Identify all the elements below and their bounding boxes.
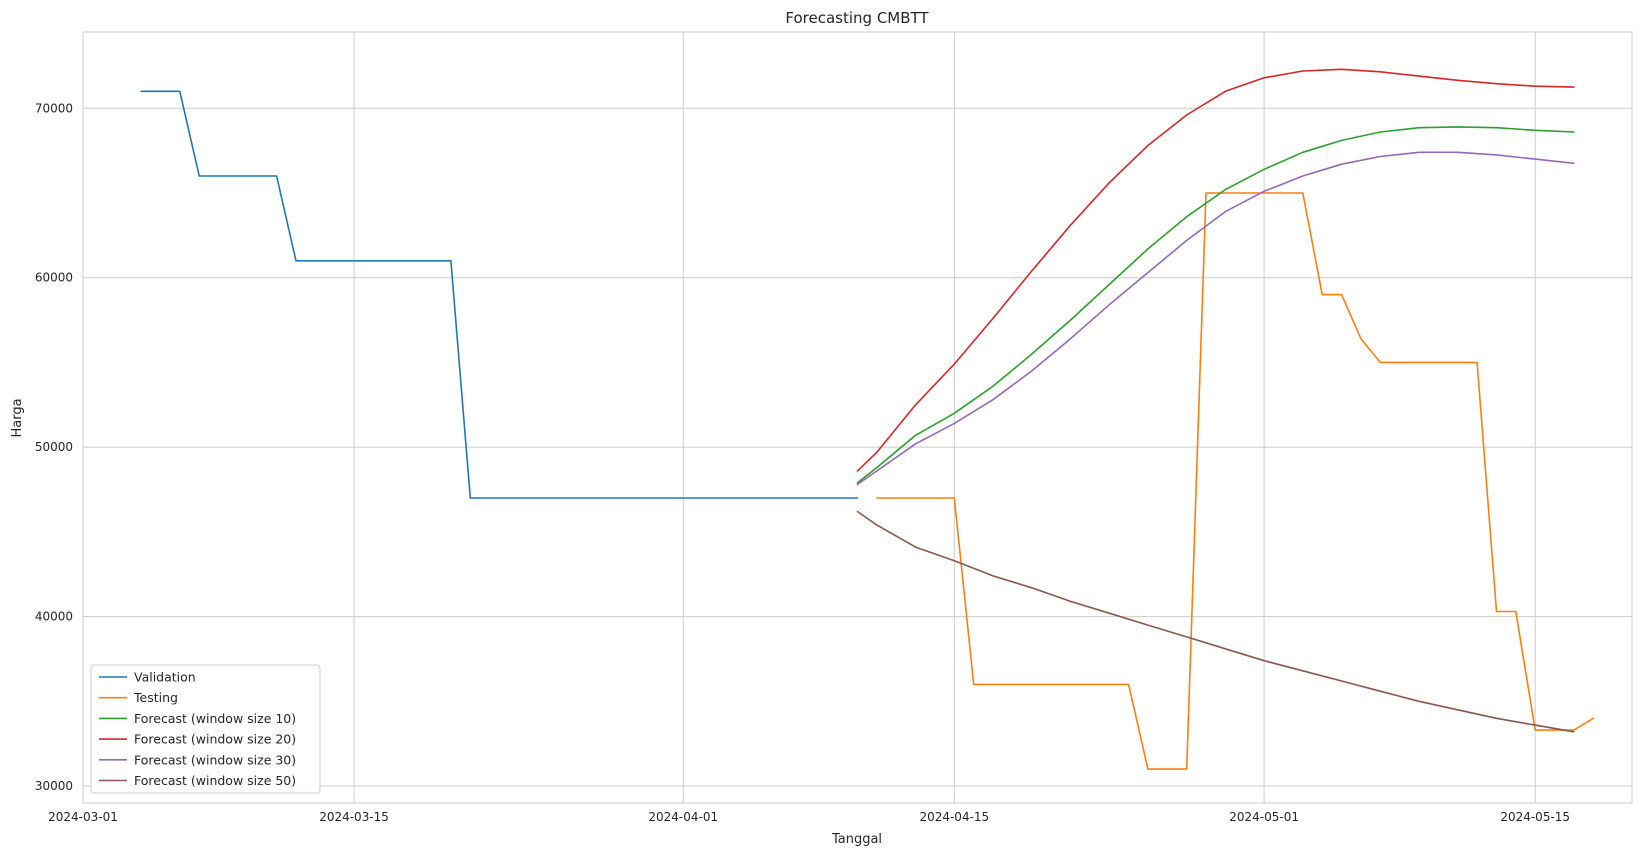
legend-label: Forecast (window size 50)	[134, 773, 296, 788]
x-tick-labels: 2024-03-01 2024-03-15 2024-04-01 2024-04-15…	[48, 810, 1570, 824]
x-tick-label: 2024-04-01	[648, 810, 718, 824]
y-axis-label: Harga	[10, 398, 25, 437]
plot-frame	[82, 31, 1633, 804]
legend: Validation Testing Forecast (window size 1…	[90, 664, 321, 794]
x-tick-label: 2024-04-15	[919, 810, 989, 824]
legend-label: Forecast (window size 20)	[134, 732, 296, 747]
series-layer	[140, 68, 1595, 770]
series-line-1	[876, 192, 1595, 770]
y-tick-label: 30000	[35, 779, 73, 793]
series-line-4	[856, 151, 1575, 486]
series-line-5	[856, 510, 1575, 733]
legend-label: Testing	[133, 690, 178, 705]
y-tick-label: 40000	[35, 610, 73, 624]
chart-title: Forecasting CMBTT	[785, 9, 929, 27]
x-axis-label: Tanggal	[831, 832, 882, 847]
x-tick-label: 2024-05-01	[1229, 810, 1299, 824]
y-tick-label: 60000	[35, 271, 73, 285]
plot-area	[83, 32, 1632, 803]
series-line-0	[140, 90, 859, 499]
series-line-3	[856, 68, 1575, 472]
legend-box	[90, 664, 321, 794]
y-gridlines	[83, 107, 1632, 787]
x-tick-label: 2024-03-15	[319, 810, 389, 824]
x-tick-label: 2024-03-01	[48, 810, 118, 824]
y-tick-label: 50000	[35, 440, 73, 454]
series-line-2	[856, 126, 1575, 484]
legend-label: Validation	[134, 670, 196, 685]
y-tick-labels: 30000 40000 50000 60000 70000	[35, 101, 73, 793]
y-tick-label: 70000	[35, 101, 73, 115]
x-tick-label: 2024-05-15	[1500, 810, 1570, 824]
legend-label: Forecast (window size 30)	[134, 752, 296, 767]
legend-label: Forecast (window size 10)	[134, 711, 296, 726]
